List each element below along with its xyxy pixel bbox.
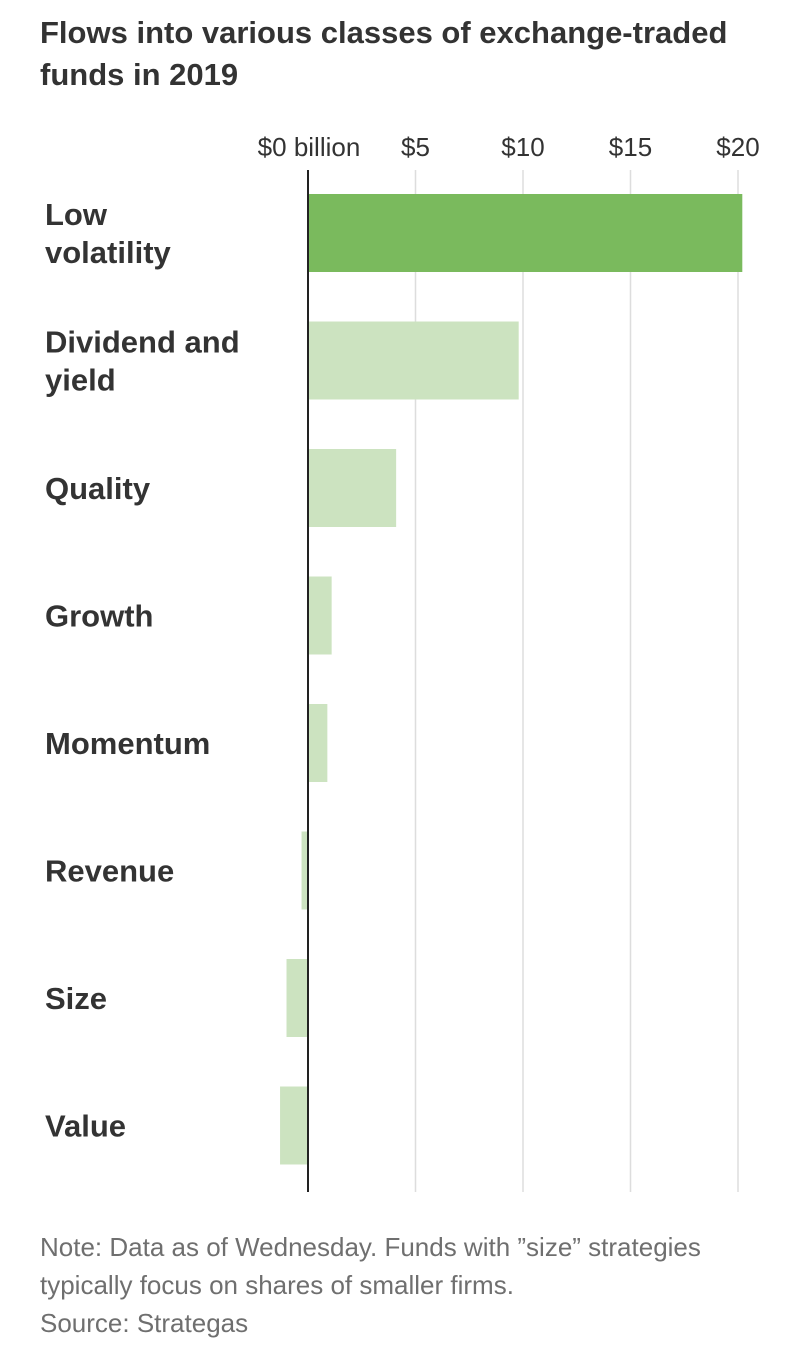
source-note: Source: Strategas xyxy=(40,1308,249,1338)
chart-title: Flows into various classes of exchange-t… xyxy=(40,15,728,92)
bar xyxy=(280,1086,308,1165)
category-label: Revenue xyxy=(45,854,174,889)
category-label: Low volatility xyxy=(45,197,172,270)
category-label: Value xyxy=(45,1109,126,1144)
bar xyxy=(301,831,308,910)
category-labels: Low volatility Dividend and yield Quality Gro… xyxy=(45,197,240,1144)
tick-label: $0 billion xyxy=(258,132,361,162)
bar xyxy=(308,704,328,782)
category-label: Dividend and yield xyxy=(45,325,240,398)
bar-chart: $0 billion $5 $10 $15 $20 Low volatility Divid… xyxy=(45,132,760,1192)
tick-label: $20 xyxy=(716,132,759,162)
category-label: Quality xyxy=(45,471,151,506)
bar xyxy=(308,194,743,272)
bar xyxy=(308,576,332,655)
bar xyxy=(308,449,397,527)
category-label: Size xyxy=(45,981,107,1016)
bars xyxy=(280,194,743,1165)
bar xyxy=(308,321,519,400)
tick-labels: $0 billion $5 $10 $15 $20 xyxy=(258,132,760,162)
category-label: Growth xyxy=(45,599,154,634)
footnote: Note: Data as of Wednesday. Funds with ”… xyxy=(40,1232,701,1300)
tick-label: $10 xyxy=(501,132,544,162)
bar xyxy=(286,959,308,1037)
category-label: Momentum xyxy=(45,726,210,761)
chart-footer: Note: Data as of Wednesday. Funds with ”… xyxy=(40,1228,780,1342)
tick-label: $5 xyxy=(401,132,430,162)
tick-label: $15 xyxy=(609,132,652,162)
